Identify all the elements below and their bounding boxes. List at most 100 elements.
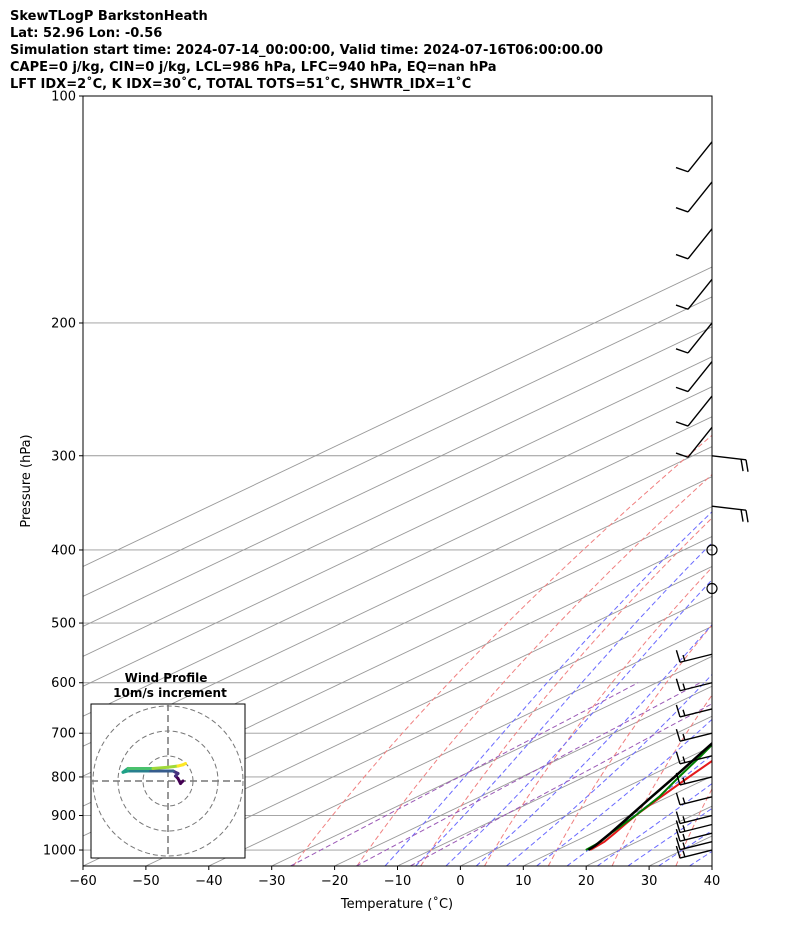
isotherm xyxy=(711,865,712,866)
wind-barb xyxy=(675,395,713,427)
barb-feather xyxy=(675,650,681,663)
wind-barb xyxy=(675,228,713,260)
barb-feather xyxy=(675,772,681,786)
x-tick-label: −20 xyxy=(321,874,348,889)
barb-feather xyxy=(675,829,681,842)
isotherm xyxy=(648,835,712,866)
wind-barb xyxy=(675,650,713,663)
x-tick-label: 30 xyxy=(641,874,658,889)
barb-shaft xyxy=(711,455,747,461)
barb-feather xyxy=(675,704,681,718)
dry-adiabat xyxy=(547,624,712,866)
hodograph-segment xyxy=(181,762,187,767)
y-tick-label: 300 xyxy=(51,449,76,464)
barb-feather xyxy=(682,683,686,690)
wind-barb xyxy=(711,505,749,523)
calm-circle xyxy=(706,582,718,595)
wind-barb xyxy=(675,704,713,718)
barb-feather xyxy=(682,825,686,832)
barb-feather xyxy=(675,166,689,173)
wind-barb xyxy=(675,792,713,806)
hodograph-title: Wind Profile xyxy=(125,671,208,685)
location-line: Lat: 52.96 Lon: -0.56 xyxy=(10,26,163,41)
wind-barb xyxy=(706,544,718,556)
barb-shaft xyxy=(679,708,713,718)
wind-barb xyxy=(675,811,713,825)
hodograph-segment xyxy=(151,765,170,770)
moist-adiabat xyxy=(566,754,712,866)
isotherm xyxy=(83,565,712,866)
barb-feather xyxy=(682,797,686,804)
barb-feather xyxy=(675,845,681,859)
hodograph-segment xyxy=(166,764,180,769)
isotherm xyxy=(208,625,712,866)
wind-barb xyxy=(675,678,713,692)
x-tick-label: −30 xyxy=(258,874,285,889)
wind-barbs xyxy=(675,141,749,859)
moist-adiabat xyxy=(506,673,712,866)
mixing-ratio-line xyxy=(290,682,639,866)
barb-feather xyxy=(682,816,686,823)
x-tick-label: 10 xyxy=(515,874,532,889)
x-tick-label: −40 xyxy=(195,874,222,889)
wind-barb xyxy=(675,837,713,851)
isotherm xyxy=(397,715,712,866)
y-axis-label: Pressure (hPa) xyxy=(19,434,34,527)
x-tick-label: 40 xyxy=(704,874,721,889)
isotherm xyxy=(83,536,712,837)
x-tick-label: −60 xyxy=(69,874,96,889)
y-tick-label: 800 xyxy=(51,770,76,785)
y-tick-label: 700 xyxy=(51,727,76,742)
y-tick-label: 500 xyxy=(51,617,76,632)
wind-barb xyxy=(711,455,749,472)
barb-feather xyxy=(675,304,689,310)
profile-lines xyxy=(585,741,712,852)
barb-feather xyxy=(740,509,744,522)
barb-feather xyxy=(675,678,681,691)
barb-shaft xyxy=(687,395,713,427)
barb-feather xyxy=(682,850,686,858)
barb-shaft xyxy=(687,228,713,260)
isotherm xyxy=(145,595,712,866)
isotherm xyxy=(83,356,712,657)
isotherm xyxy=(83,416,712,717)
moist-adiabat xyxy=(658,830,712,866)
barb-shaft xyxy=(679,796,713,806)
wind-barb xyxy=(675,820,713,834)
barb-shaft xyxy=(687,278,713,310)
moist-adiabat xyxy=(475,623,712,866)
barb-shaft xyxy=(687,426,713,458)
barb-feather xyxy=(682,842,686,849)
y-tick-label: 1000 xyxy=(43,844,76,859)
barb-feather xyxy=(675,452,689,458)
barb-shaft xyxy=(679,653,713,663)
moist-adiabat xyxy=(384,511,712,866)
time-line: Simulation start time: 2024-07-14_00:00:… xyxy=(10,43,603,58)
dry-adiabat xyxy=(292,434,712,866)
barb-feather xyxy=(682,733,686,741)
calm-circle xyxy=(706,544,718,556)
isotherm xyxy=(334,685,712,866)
params-line: CAPE=0 j/kg, CIN=0 j/kg, LCL=986 hPa, LF… xyxy=(10,60,497,75)
parcel-line xyxy=(587,741,712,852)
hodograph-body xyxy=(91,704,245,858)
isotherm xyxy=(586,805,712,866)
hodograph-subtitle: 10m/s increment xyxy=(113,686,227,700)
barb-feather xyxy=(675,751,681,765)
isotherm xyxy=(83,386,712,687)
barb-feather xyxy=(745,459,749,472)
dewpoint-line xyxy=(585,743,712,851)
x-tick-label: 20 xyxy=(578,874,595,889)
background-lines xyxy=(83,96,712,866)
barb-shaft xyxy=(679,823,713,834)
barb-feather xyxy=(675,348,689,354)
barb-shaft xyxy=(679,682,713,692)
barb-shaft xyxy=(687,361,713,392)
wind-barb xyxy=(675,181,713,213)
barb-feather xyxy=(682,654,686,662)
dry-adiabat xyxy=(675,787,712,866)
isotherm xyxy=(271,655,712,866)
wind-barb xyxy=(675,729,713,742)
y-tick-label: 600 xyxy=(51,676,76,691)
moist-adiabat xyxy=(415,542,712,866)
